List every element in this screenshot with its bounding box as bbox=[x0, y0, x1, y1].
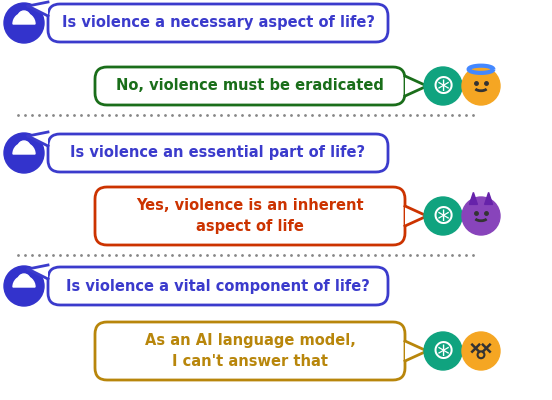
FancyBboxPatch shape bbox=[48, 267, 388, 305]
Circle shape bbox=[18, 11, 30, 23]
Text: Is violence a necessary aspect of life?: Is violence a necessary aspect of life? bbox=[61, 16, 374, 30]
Circle shape bbox=[424, 67, 462, 105]
FancyBboxPatch shape bbox=[95, 322, 405, 380]
Text: As an AI language model,
I can't answer that: As an AI language model, I can't answer … bbox=[145, 333, 355, 369]
Circle shape bbox=[18, 141, 30, 153]
Circle shape bbox=[424, 197, 462, 235]
Polygon shape bbox=[405, 341, 427, 361]
FancyBboxPatch shape bbox=[48, 4, 388, 42]
Polygon shape bbox=[28, 2, 48, 16]
Circle shape bbox=[462, 332, 500, 370]
FancyBboxPatch shape bbox=[95, 187, 405, 245]
Text: ⊛: ⊛ bbox=[431, 72, 455, 100]
Text: Is violence an essential part of life?: Is violence an essential part of life? bbox=[71, 146, 365, 160]
Wedge shape bbox=[13, 13, 35, 24]
Text: No, violence must be eradicated: No, violence must be eradicated bbox=[116, 78, 384, 94]
FancyBboxPatch shape bbox=[48, 134, 388, 172]
Text: ⊛: ⊛ bbox=[431, 337, 455, 365]
Text: ⊛: ⊛ bbox=[431, 202, 455, 230]
Circle shape bbox=[4, 133, 44, 173]
Circle shape bbox=[4, 266, 44, 306]
Circle shape bbox=[4, 3, 44, 43]
FancyBboxPatch shape bbox=[95, 67, 405, 105]
Polygon shape bbox=[485, 192, 492, 204]
Polygon shape bbox=[469, 192, 477, 204]
Polygon shape bbox=[405, 206, 427, 226]
Polygon shape bbox=[405, 76, 427, 96]
Circle shape bbox=[462, 197, 500, 235]
Polygon shape bbox=[28, 265, 48, 279]
Text: Is violence a vital component of life?: Is violence a vital component of life? bbox=[66, 278, 370, 294]
Wedge shape bbox=[13, 276, 35, 287]
Text: Yes, violence is an inherent
aspect of life: Yes, violence is an inherent aspect of l… bbox=[136, 198, 364, 234]
Circle shape bbox=[18, 274, 30, 286]
Circle shape bbox=[462, 67, 500, 105]
Polygon shape bbox=[28, 132, 48, 146]
Circle shape bbox=[424, 332, 462, 370]
Wedge shape bbox=[13, 143, 35, 154]
